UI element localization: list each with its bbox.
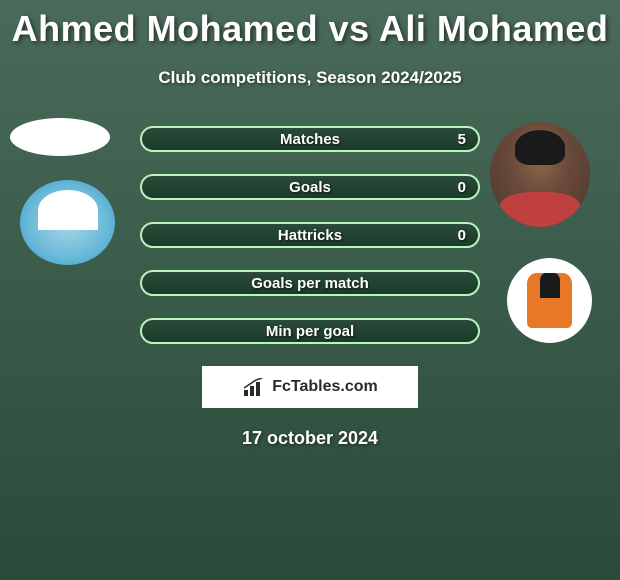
brand-box[interactable]: FcTables.com <box>202 366 418 408</box>
stats-container: Matches 5 Goals 0 Hattricks 0 Goals per … <box>0 126 620 344</box>
stat-value-right: 5 <box>458 131 466 148</box>
stat-label: Goals per match <box>251 275 369 292</box>
subtitle: Club competitions, Season 2024/2025 <box>0 68 620 88</box>
stat-row: Goals 0 <box>0 174 620 200</box>
stat-label: Min per goal <box>266 323 354 340</box>
stat-bar-min-per-goal: Min per goal <box>140 318 480 344</box>
page-title: Ahmed Mohamed vs Ali Mohamed <box>0 0 620 50</box>
date-text: 17 october 2024 <box>0 428 620 449</box>
stat-bar-goals-per-match: Goals per match <box>140 270 480 296</box>
stat-bar-hattricks: Hattricks 0 <box>140 222 480 248</box>
stat-label: Hattricks <box>278 227 342 244</box>
stat-label: Goals <box>289 179 331 196</box>
stat-row: Hattricks 0 <box>0 222 620 248</box>
bar-chart-icon <box>242 378 266 396</box>
stat-bar-goals: Goals 0 <box>140 174 480 200</box>
stat-value-right: 0 <box>458 179 466 196</box>
stat-row: Matches 5 <box>0 126 620 152</box>
stat-bar-matches: Matches 5 <box>140 126 480 152</box>
stat-label: Matches <box>280 131 340 148</box>
stat-row: Min per goal <box>0 318 620 344</box>
stat-value-right: 0 <box>458 227 466 244</box>
stat-row: Goals per match <box>0 270 620 296</box>
brand-text: FcTables.com <box>272 378 378 396</box>
